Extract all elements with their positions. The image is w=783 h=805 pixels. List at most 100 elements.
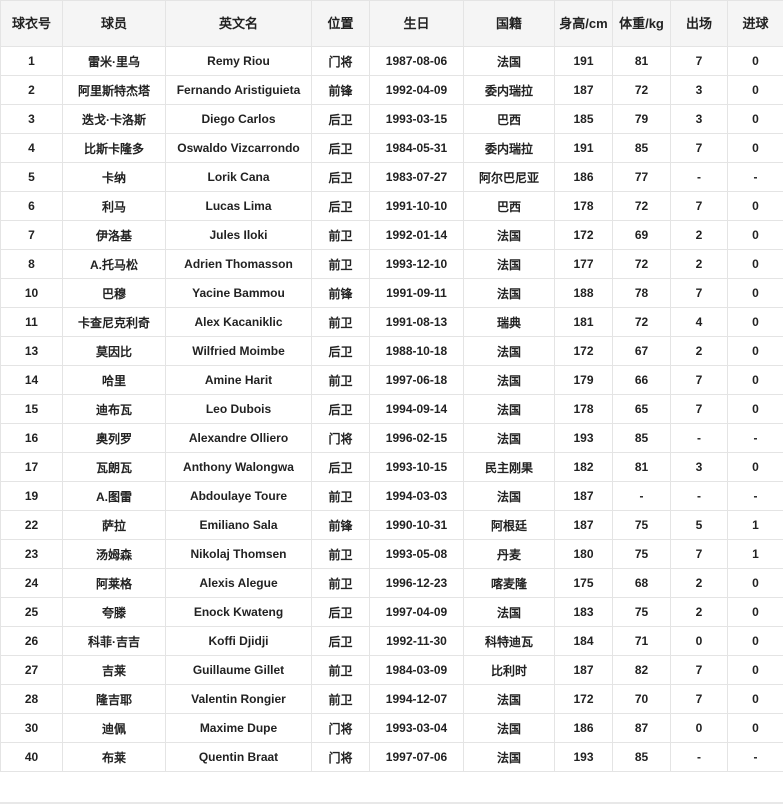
table-row: 23 汤姆森 Nikolaj Thomsen 前卫 1993-05-08 丹麦 180 75 7… <box>0 539 783 569</box>
cell-birthday: 1993-05-08 <box>369 539 464 569</box>
cell-goals: 0 <box>727 191 783 221</box>
cell-position: 前卫 <box>311 220 370 250</box>
cell-weight: 75 <box>612 539 671 569</box>
cell-nationality: 法国 <box>463 278 555 308</box>
cell-birthday: 1992-11-30 <box>369 626 464 656</box>
table-row: 14 哈里 Amine Harit 前卫 1997-06-18 法国 179 66 7 0 <box>0 365 783 395</box>
table-row: 22 萨拉 Emiliano Sala 前锋 1990-10-31 阿根廷 187 75 5 1 <box>0 510 783 540</box>
cell-position: 门将 <box>311 46 370 76</box>
cell-nationality: 科特迪瓦 <box>463 626 555 656</box>
cell-jersey-number: 16 <box>0 423 63 453</box>
column-header-goals: 进球 <box>727 0 783 47</box>
cell-nationality: 巴西 <box>463 104 555 134</box>
cell-birthday: 1997-04-09 <box>369 597 464 627</box>
cell-height: 172 <box>554 336 613 366</box>
cell-nationality: 法国 <box>463 597 555 627</box>
cell-nationality: 阿尔巴尼亚 <box>463 162 555 192</box>
cell-weight: 87 <box>612 713 671 743</box>
table-row: 30 迪佩 Maxime Dupe 门将 1993-03-04 法国 186 87 0 0 <box>0 713 783 743</box>
cell-jersey-number: 11 <box>0 307 63 337</box>
table-row: 11 卡查尼克利奇 Alex Kacaniklic 前卫 1991-08-13 瑞典 181… <box>0 307 783 337</box>
cell-height: 175 <box>554 568 613 598</box>
cell-weight: 68 <box>612 568 671 598</box>
cell-nationality: 法国 <box>463 220 555 250</box>
cell-nationality: 巴西 <box>463 191 555 221</box>
cell-jersey-number: 15 <box>0 394 63 424</box>
cell-weight: 67 <box>612 336 671 366</box>
cell-height: 172 <box>554 684 613 714</box>
cell-jersey-number: 1 <box>0 46 63 76</box>
cell-birthday: 1992-04-09 <box>369 75 464 105</box>
cell-weight: 72 <box>612 191 671 221</box>
cell-goals: 0 <box>727 568 783 598</box>
table-header-row: 球衣号 球员 英文名 位置 生日 国籍 身高/cm 体重/kg 出场 进球 <box>0 0 783 47</box>
cell-birthday: 1987-08-06 <box>369 46 464 76</box>
cell-appearances: 2 <box>670 568 728 598</box>
cell-english-name: Lorik Cana <box>165 162 312 192</box>
cell-position: 后卫 <box>311 336 370 366</box>
table-row: 27 吉莱 Guillaume Gillet 前卫 1984-03-09 比利时 187 82… <box>0 655 783 685</box>
cell-appearances: 5 <box>670 510 728 540</box>
table-row: 8 A.托马松 Adrien Thomasson 前卫 1993-12-10 法国 177 7… <box>0 249 783 279</box>
cell-player-name: 萨拉 <box>62 510 166 540</box>
cell-birthday: 1990-10-31 <box>369 510 464 540</box>
cell-appearances: 2 <box>670 336 728 366</box>
cell-jersey-number: 19 <box>0 481 63 511</box>
cell-goals: 0 <box>727 278 783 308</box>
cell-player-name: 瓦朗瓦 <box>62 452 166 482</box>
cell-birthday: 1991-09-11 <box>369 278 464 308</box>
cell-height: 179 <box>554 365 613 395</box>
cell-position: 前卫 <box>311 365 370 395</box>
cell-nationality: 民主刚果 <box>463 452 555 482</box>
cell-player-name: 隆吉耶 <box>62 684 166 714</box>
cell-birthday: 1993-03-15 <box>369 104 464 134</box>
cell-position: 前卫 <box>311 481 370 511</box>
table-row: 15 迪布瓦 Leo Dubois 后卫 1994-09-14 法国 178 65 7 0 <box>0 394 783 424</box>
cell-weight: 81 <box>612 46 671 76</box>
cell-height: 187 <box>554 481 613 511</box>
cell-appearances: - <box>670 162 728 192</box>
cell-weight: 69 <box>612 220 671 250</box>
cell-height: 187 <box>554 75 613 105</box>
table-row: 40 布莱 Quentin Braat 门将 1997-07-06 法国 193 85- - <box>0 742 783 772</box>
cell-nationality: 法国 <box>463 46 555 76</box>
cell-birthday: 1991-08-13 <box>369 307 464 337</box>
cell-weight: 65 <box>612 394 671 424</box>
cell-jersey-number: 30 <box>0 713 63 743</box>
cell-height: 185 <box>554 104 613 134</box>
cell-jersey-number: 6 <box>0 191 63 221</box>
cell-player-name: 吉莱 <box>62 655 166 685</box>
cell-appearances: 7 <box>670 539 728 569</box>
cell-nationality: 委内瑞拉 <box>463 75 555 105</box>
cell-nationality: 丹麦 <box>463 539 555 569</box>
table-row: 1 雷米·里乌 Remy Riou 门将 1987-08-06 法国 191 81 7 0 <box>0 46 783 76</box>
cell-nationality: 法国 <box>463 713 555 743</box>
cell-goals: 0 <box>727 307 783 337</box>
cell-player-name: 雷米·里乌 <box>62 46 166 76</box>
cell-birthday: 1984-03-09 <box>369 655 464 685</box>
cell-goals: 0 <box>727 365 783 395</box>
column-header-weight: 体重/kg <box>612 0 671 47</box>
table-row: 17 瓦朗瓦 Anthony Walongwa 后卫 1993-10-15 民主刚果 182… <box>0 452 783 482</box>
cell-position: 前锋 <box>311 75 370 105</box>
cell-birthday: 1996-02-15 <box>369 423 464 453</box>
cell-player-name: 阿莱格 <box>62 568 166 598</box>
table-row: 7 伊洛基 Jules Iloki 前卫 1992-01-14 法国 172 69 2 0 <box>0 220 783 250</box>
cell-player-name: A.图雷 <box>62 481 166 511</box>
cell-english-name: Remy Riou <box>165 46 312 76</box>
cell-english-name: Amine Harit <box>165 365 312 395</box>
column-header-jersey-number: 球衣号 <box>0 0 63 47</box>
cell-goals: 1 <box>727 510 783 540</box>
cell-english-name: Guillaume Gillet <box>165 655 312 685</box>
cell-jersey-number: 40 <box>0 742 63 772</box>
cell-weight: 85 <box>612 742 671 772</box>
cell-player-name: 利马 <box>62 191 166 221</box>
cell-jersey-number: 3 <box>0 104 63 134</box>
cell-jersey-number: 25 <box>0 597 63 627</box>
cell-english-name: Adrien Thomasson <box>165 249 312 279</box>
cell-jersey-number: 26 <box>0 626 63 656</box>
cell-position: 前锋 <box>311 510 370 540</box>
cell-weight: 85 <box>612 423 671 453</box>
cell-goals: 0 <box>727 452 783 482</box>
cell-height: 178 <box>554 191 613 221</box>
